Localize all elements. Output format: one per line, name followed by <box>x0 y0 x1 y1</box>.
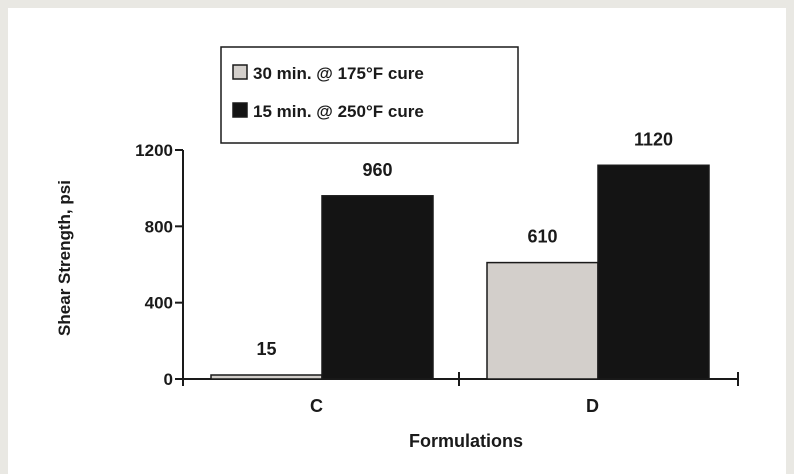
legend-swatch <box>232 64 248 80</box>
legend-swatch <box>232 102 248 118</box>
bars <box>210 164 710 380</box>
y-tick-label: 1200 <box>135 141 173 160</box>
data-label: 15 <box>256 339 276 359</box>
bar <box>210 374 323 380</box>
bar <box>321 195 434 380</box>
x-tick-label: C <box>310 396 323 416</box>
legend-label: 15 min. @ 250°F cure <box>253 102 424 121</box>
data-label: 610 <box>527 227 557 247</box>
data-labels: 15 960 610 1120 <box>256 129 673 359</box>
x-tick-label: D <box>586 396 599 416</box>
legend: 30 min. @ 175°F cure 15 min. @ 250°F cure <box>220 46 519 144</box>
legend-box <box>220 46 519 144</box>
y-tick-label: 0 <box>164 370 173 389</box>
x-axis-label: Formulations <box>409 431 523 451</box>
legend-label: 30 min. @ 175°F cure <box>253 64 424 83</box>
y-tick-label: 800 <box>145 217 173 236</box>
bar <box>597 164 710 380</box>
data-label: 1120 <box>634 129 673 149</box>
y-axis-label: Shear Strength, psi <box>55 180 74 336</box>
bar <box>486 261 599 380</box>
data-label: 960 <box>362 160 392 180</box>
y-tick-label: 400 <box>145 294 173 313</box>
